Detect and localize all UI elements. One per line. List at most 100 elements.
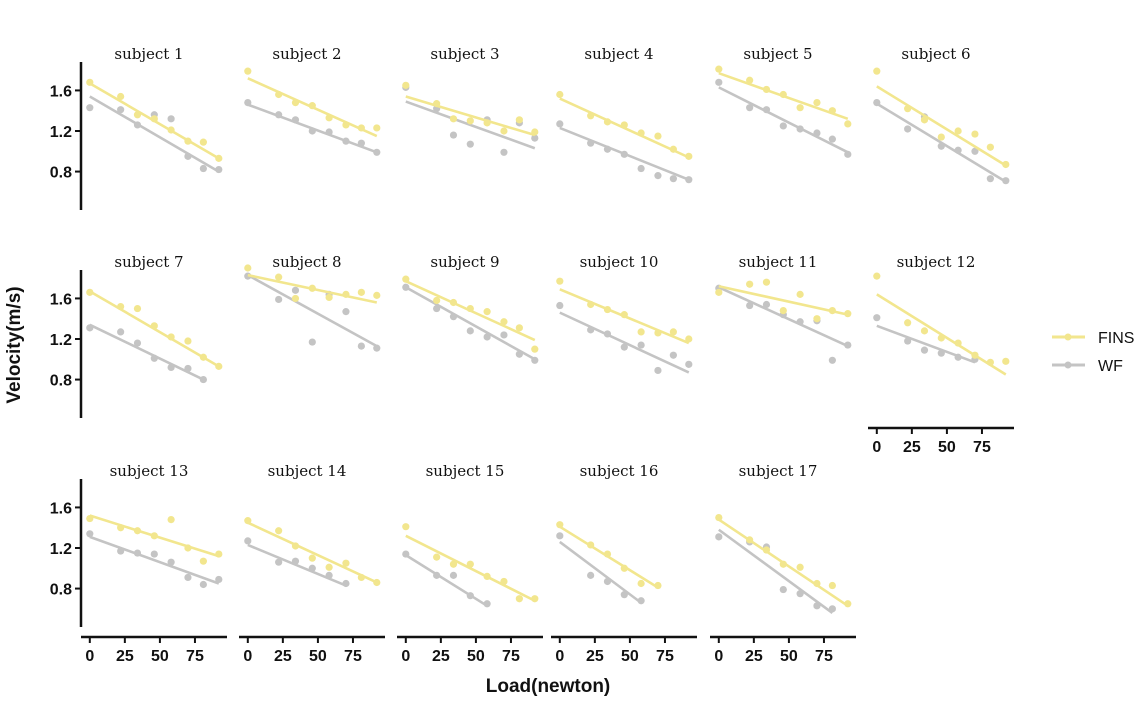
wf-point — [762, 106, 771, 114]
fins-point — [215, 154, 223, 162]
fins-fit-line — [876, 85, 1007, 167]
wf-point — [150, 550, 158, 558]
wf-point — [654, 172, 662, 180]
wf-point — [779, 585, 787, 594]
fins-point — [433, 100, 441, 108]
fins-point — [357, 573, 365, 582]
fins-point — [971, 130, 979, 138]
x-tick-label: 75 — [973, 439, 991, 456]
panel-6: subject 6 — [873, 45, 1010, 185]
wf-point — [133, 549, 142, 557]
wf-point — [813, 129, 821, 137]
fins-point — [531, 595, 539, 603]
x-tick-label: 25 — [903, 439, 921, 456]
fins-point — [556, 521, 564, 529]
wf-fit-line — [559, 311, 690, 374]
x-tick-label: 50 — [938, 439, 956, 456]
fins-point — [483, 308, 491, 316]
wf-point — [133, 339, 142, 347]
wf-point — [500, 148, 508, 156]
panel-title: subject 16 — [580, 462, 659, 480]
wf-point — [828, 135, 836, 143]
fins-point — [654, 581, 662, 590]
wf-point — [199, 164, 207, 173]
wf-point — [308, 127, 316, 135]
fins-point — [556, 90, 564, 99]
fins-point — [796, 290, 804, 298]
fins-point — [813, 99, 821, 107]
fins-point — [357, 288, 365, 296]
fins-point — [184, 337, 192, 345]
fins-point — [342, 121, 350, 129]
wf-point — [199, 375, 207, 384]
fins-point — [466, 117, 474, 125]
wf-fit-line — [89, 95, 220, 173]
fins-point — [308, 554, 316, 562]
wf-point — [199, 580, 207, 589]
wf-point — [373, 344, 381, 352]
panel-title: subject 3 — [430, 45, 499, 63]
y-axis-label: Velocity(m/s) — [4, 286, 25, 403]
wf-point — [308, 338, 316, 346]
fins-point — [184, 137, 192, 145]
fins-point — [515, 595, 523, 603]
wf-point — [308, 564, 316, 572]
wf-point — [603, 330, 612, 338]
panel-4: subject 4 — [556, 45, 693, 184]
x-tick-label: 50 — [621, 648, 639, 665]
wf-point — [796, 318, 804, 326]
y-tick-label: 0.8 — [50, 582, 72, 599]
fins-point — [325, 563, 333, 571]
fins-point — [620, 564, 628, 572]
fins-point — [449, 298, 458, 307]
panel-title: subject 2 — [272, 45, 341, 63]
x-tick-label: 25 — [116, 648, 134, 665]
fins-fit-line — [405, 95, 536, 137]
wf-point — [291, 286, 300, 294]
x-tick-label: 75 — [656, 648, 674, 665]
wf-point — [669, 175, 677, 183]
wf-point — [669, 351, 677, 359]
fins-point — [762, 546, 771, 554]
fins-point — [483, 572, 491, 581]
wf-point — [637, 597, 645, 605]
fins-point — [904, 105, 912, 113]
x-tick-label: 0 — [872, 439, 881, 456]
x-tick-label: 0 — [555, 648, 564, 665]
x-tick-label: 25 — [745, 648, 763, 665]
wf-point — [150, 354, 158, 362]
wf-point — [620, 591, 628, 599]
panel-title: subject 4 — [584, 45, 653, 63]
fins-point — [603, 550, 612, 558]
wf-point — [167, 363, 175, 371]
panel-title: subject 10 — [580, 253, 659, 271]
fins-point — [779, 560, 787, 568]
wf-point — [184, 152, 192, 160]
wf-point — [685, 360, 693, 368]
y-tick-label: 1.6 — [50, 83, 72, 100]
wf-point — [904, 125, 912, 133]
wf-point — [373, 148, 381, 156]
fins-point — [308, 102, 316, 110]
x-tick-label: 0 — [714, 648, 723, 665]
wf-fit-line — [89, 323, 204, 381]
x-tick-label: 50 — [467, 648, 485, 665]
wf-point — [117, 106, 125, 114]
fins-point — [86, 78, 94, 86]
fins-point — [167, 333, 175, 341]
fins-point — [779, 90, 787, 99]
wf-point — [954, 353, 962, 361]
legend: FINS WF — [1052, 330, 1134, 375]
fins-point — [844, 600, 852, 608]
wf-point — [873, 314, 881, 322]
fins-point — [920, 327, 929, 335]
wf-point — [796, 125, 804, 133]
wf-point — [685, 176, 693, 184]
wf-point — [986, 175, 994, 183]
fins-point — [275, 527, 283, 535]
x-tick-label: 0 — [401, 648, 410, 665]
fins-point — [433, 296, 441, 305]
fins-point — [150, 532, 158, 540]
fins-point — [669, 145, 677, 153]
